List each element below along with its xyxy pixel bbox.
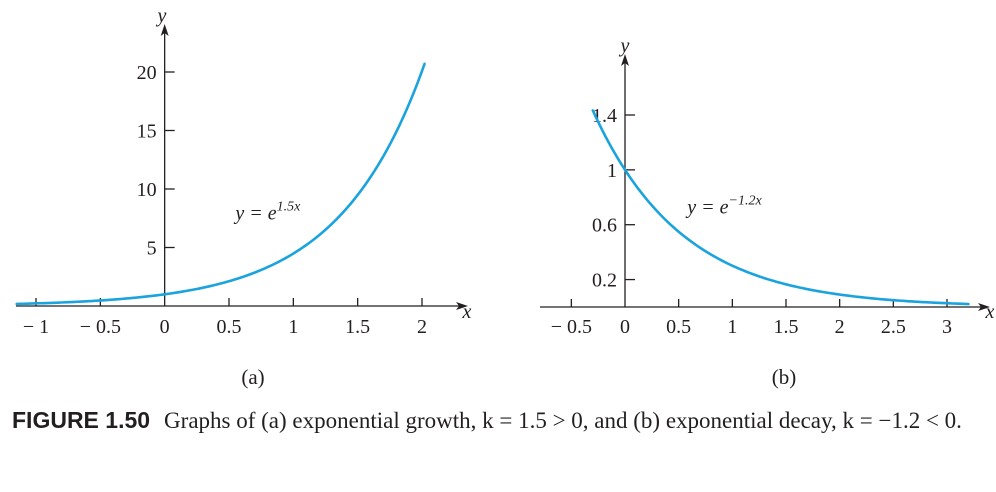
y-tick-label: 15 [137, 121, 157, 143]
x-tick-label: − 1 [23, 316, 49, 338]
x-axis-arrow-icon [456, 302, 468, 310]
x-tick-label: − 0.5 [80, 316, 121, 338]
chart-panel-b: xy− 0.5 0 0.5 1 1.5 2 2.5 30.20.611.4y = e−1.2x… [540, 35, 995, 389]
x-axis-arrow-icon [978, 303, 990, 311]
x-tick-label: 0 [160, 316, 170, 338]
x-tick-label: 0 [620, 316, 630, 338]
panel-label: (b) [772, 365, 797, 389]
series-label: y = e−1.2x [685, 194, 762, 219]
y-axis-label: y [619, 35, 630, 57]
y-tick-label: 20 [137, 62, 157, 84]
caption-text: Graphs of (a) exponential growth, k = 1.… [164, 408, 962, 433]
x-tick-label: 1 [727, 316, 737, 338]
series-curve [15, 62, 426, 306]
y-tick-label: 5 [147, 238, 157, 260]
x-tick-label: 0.5 [217, 316, 242, 338]
x-tick-label: 1.5 [774, 316, 799, 338]
y-axis-arrow-icon [160, 24, 169, 36]
x-tick-label: 2 [835, 316, 845, 338]
y-axis-label: y [156, 5, 167, 27]
x-tick-label: 3 [942, 316, 952, 338]
y-tick-label: 10 [137, 179, 157, 201]
x-axis-label: x [462, 301, 472, 323]
y-tick-label: 0.6 [592, 215, 617, 237]
series-curve [591, 109, 970, 306]
y-tick-label: 1 [607, 160, 617, 182]
x-tick-label: 1 [288, 316, 298, 338]
chart-panel-a: x y − 1 − 0.5 0 0.5 1 1.5 2 5 10 15 20 y = e1.5x (a) [15, 5, 472, 389]
x-tick-label: 0.5 [666, 316, 691, 338]
y-axis-arrow-icon [621, 54, 629, 66]
x-tick-label: 1.5 [345, 316, 370, 338]
x-tick-label: 2.5 [881, 316, 906, 338]
figure-caption: FIGURE 1.50 Graphs of (a) exponential gro… [12, 404, 987, 437]
series-label: y = e1.5x [233, 199, 301, 224]
x-axis-label: x [985, 301, 995, 323]
x-tick-label: 2 [417, 316, 427, 338]
x-tick-label: − 0.5 [551, 316, 592, 338]
caption-label: FIGURE 1.50 [12, 407, 151, 433]
panel-label: (a) [241, 365, 264, 389]
y-tick-label: 0.2 [592, 270, 617, 292]
